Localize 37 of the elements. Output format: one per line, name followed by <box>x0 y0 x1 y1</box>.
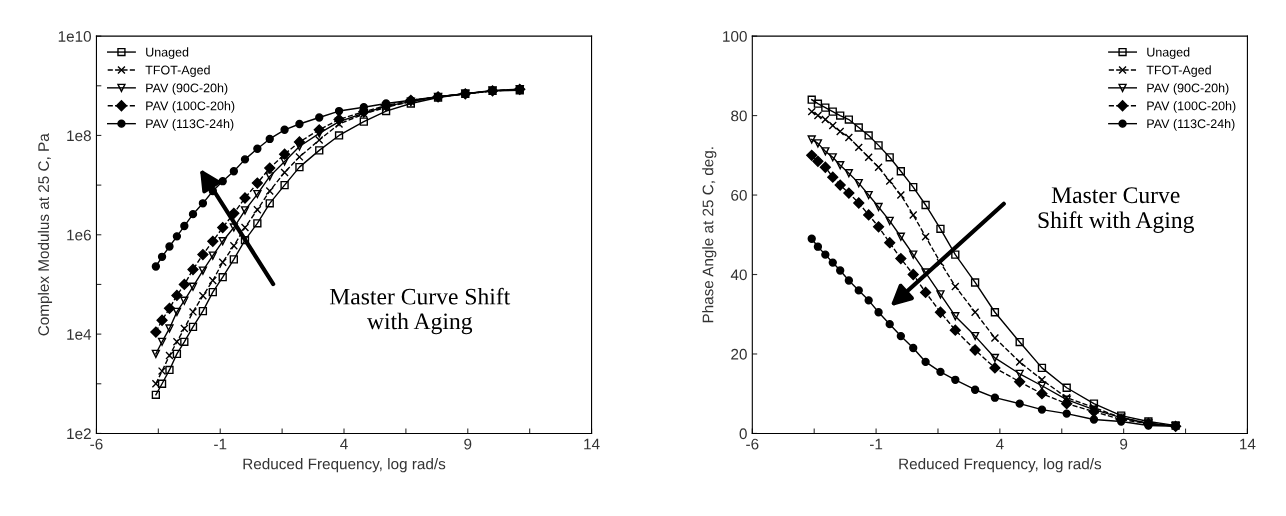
x-tick-label: 9 <box>1120 438 1128 450</box>
legend-label: Unaged <box>1147 47 1190 60</box>
y-tick-label: 1e8 <box>67 130 91 142</box>
x-tick-label: -1 <box>869 438 883 450</box>
y-tick-label: 1e10 <box>58 30 91 42</box>
y-tick-label: 20 <box>731 348 747 360</box>
y-axis-title: Complex Modulus at 25 C, Pa <box>37 133 53 336</box>
legend-label: PAV (90C-20h) <box>146 83 228 95</box>
y-tick-label: 100 <box>723 30 747 42</box>
x-axis-title: Reduced Frequency, log rad/s <box>243 458 446 473</box>
x-tick-label: 14 <box>1240 438 1256 450</box>
legend-label: PAV (100C-20h) <box>1147 101 1236 113</box>
x-tick-label: -6 <box>90 438 103 450</box>
x-tick-label: -6 <box>746 438 759 450</box>
legend-label: PAV (100C-20h) <box>146 101 235 113</box>
legend-label: PAV (90C-20h) <box>1147 83 1229 95</box>
y-tick-label: 1e2 <box>67 428 91 440</box>
x-tick-label: -1 <box>214 438 227 450</box>
legend-label: Unaged <box>146 47 189 60</box>
annotation: Master Curve Shift with Aging <box>1038 187 1194 233</box>
x-tick-label: 4 <box>995 438 1004 450</box>
legend-label: PAV (113C-24h) <box>1147 118 1235 131</box>
y-tick-label: 0 <box>739 428 747 440</box>
y-axis-title: Phase Angle at 25 C, deg. <box>702 147 717 323</box>
x-tick-label: 4 <box>340 438 348 450</box>
annotation: Master Curve Shift with Aging <box>329 287 511 335</box>
x-tick-label: 9 <box>464 438 472 450</box>
legend-label: PAV (113C-24h) <box>146 118 234 131</box>
y-tick-label: 60 <box>731 189 747 201</box>
legend-label: TFOT-Aged <box>145 65 210 77</box>
y-tick-label: 1e4 <box>67 329 92 340</box>
x-tick-label: 14 <box>584 438 600 450</box>
x-axis-title: Reduced Frequency, log rad/s <box>899 458 1102 473</box>
legend-label: TFOT-Aged <box>1146 65 1211 77</box>
y-tick-label: 40 <box>730 269 747 281</box>
y-tick-label: 80 <box>731 110 747 122</box>
y-tick-label: 1e6 <box>67 229 91 241</box>
